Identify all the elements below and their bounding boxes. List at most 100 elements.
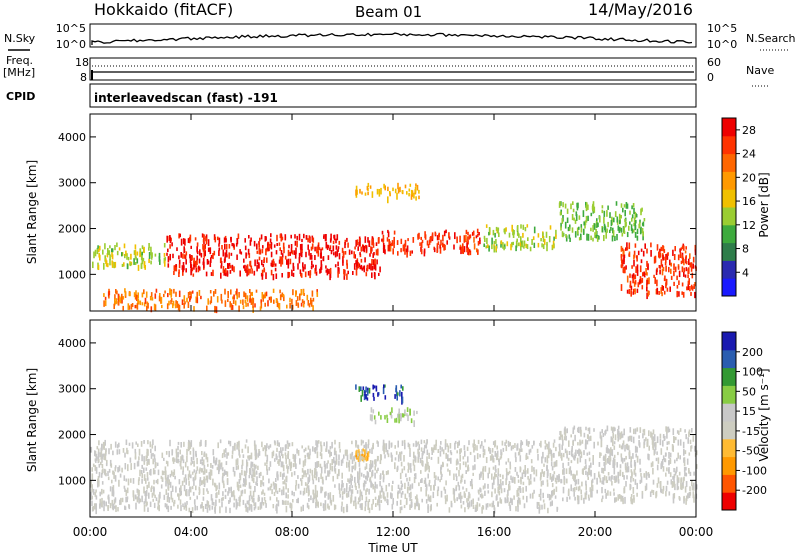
- vel-cell: [334, 504, 337, 510]
- power-cell: [167, 248, 169, 253]
- vel-cell: [561, 454, 563, 461]
- power-cell: [603, 235, 605, 242]
- power-cell: [196, 291, 198, 298]
- power-cell: [673, 281, 675, 286]
- power-cell: [634, 288, 636, 295]
- vel-cell: [336, 473, 339, 480]
- vel-cell: [400, 384, 402, 389]
- power-cell: [665, 278, 668, 286]
- power-cell: [437, 241, 440, 245]
- power-cell: [662, 286, 664, 291]
- vel-cell: [426, 456, 428, 464]
- power-cell: [598, 235, 600, 240]
- vel-cell: [546, 479, 549, 483]
- power-cell: [639, 221, 641, 227]
- noise-trace: [91, 32, 693, 45]
- power-cell: [669, 259, 671, 266]
- power-cell: [371, 238, 373, 246]
- vel-cell: [559, 450, 561, 456]
- power-cell: [164, 290, 166, 294]
- vel-cell: [478, 489, 480, 495]
- power-cell: [372, 253, 374, 258]
- vel-cell: [133, 494, 135, 502]
- vel-cell: [623, 475, 625, 480]
- vel-cell: [633, 494, 635, 501]
- vel-cell: [601, 429, 603, 434]
- power-cell: [203, 261, 205, 269]
- vel-cell: [538, 507, 541, 514]
- vel-cell: [112, 503, 115, 511]
- vel-cell: [363, 393, 366, 401]
- power-cell: [258, 247, 261, 255]
- vel-cell: [668, 467, 670, 474]
- vel-cell: [585, 439, 587, 445]
- power-cell: [346, 273, 348, 280]
- vel-cell: [195, 450, 197, 456]
- vel-cell: [565, 435, 567, 441]
- vel-cell: [585, 480, 587, 486]
- vel-cell: [527, 468, 529, 474]
- vel-cell: [401, 396, 404, 404]
- vel-cell: [315, 468, 317, 476]
- vel-cell: [473, 446, 475, 453]
- power-cell: [392, 187, 394, 192]
- vel-cell: [425, 488, 428, 492]
- vel-cell: [601, 480, 603, 485]
- vel-cell: [685, 498, 687, 505]
- vel-cell: [553, 461, 556, 468]
- vel-cell: [442, 461, 444, 468]
- vel-cell: [350, 473, 352, 478]
- power-feature-6: [558, 201, 646, 243]
- vel-cell: [355, 443, 357, 448]
- vel-cell: [101, 481, 104, 485]
- vel-cell: [141, 495, 143, 503]
- power-cell: [443, 230, 446, 237]
- power-cell: [154, 304, 157, 311]
- power-cell: [135, 290, 137, 297]
- vel-cell: [351, 459, 354, 464]
- vel-feature-4: [557, 425, 698, 505]
- vel-cell: [665, 472, 667, 477]
- vel-cell: [291, 442, 294, 447]
- vel-cell: [235, 503, 238, 510]
- vel-cell: [306, 483, 309, 489]
- power-cell: [626, 203, 629, 209]
- power-cell: [587, 215, 589, 222]
- vel-cell: [307, 477, 310, 483]
- vel-cell: [300, 479, 303, 486]
- vel-cell: [453, 489, 456, 496]
- power-cell: [221, 245, 223, 250]
- power-cell: [620, 203, 623, 208]
- power-cell: [476, 228, 479, 234]
- vel-cell: [521, 441, 524, 446]
- power-cell: [342, 251, 345, 255]
- vel-cell: [102, 468, 104, 473]
- power-cell: [400, 248, 402, 253]
- power-cell: [325, 234, 327, 241]
- vel-cell: [685, 434, 687, 440]
- power-cell: [682, 243, 685, 247]
- vel-cell: [679, 428, 682, 432]
- power-cell: [202, 243, 204, 250]
- vel-cell: [354, 461, 357, 469]
- vel-cell: [233, 471, 236, 475]
- vel-cell: [669, 472, 672, 478]
- vel-cell: [425, 490, 427, 497]
- power-cell: [647, 263, 649, 271]
- vel-cell: [137, 479, 140, 486]
- power-cell: [685, 261, 688, 265]
- vel-cell: [487, 483, 489, 489]
- power-cell: [240, 251, 243, 255]
- power-cell: [263, 294, 265, 299]
- power-cell: [669, 286, 671, 292]
- power-cell: [421, 239, 424, 244]
- vel-cell: [285, 492, 287, 499]
- vel-cell: [408, 477, 411, 482]
- vel-cell: [508, 483, 510, 491]
- vel-cell: [572, 427, 575, 434]
- power-cell: [265, 291, 268, 297]
- power-cell: [533, 226, 536, 234]
- power-cell: [244, 238, 246, 243]
- vel-cell: [585, 470, 587, 476]
